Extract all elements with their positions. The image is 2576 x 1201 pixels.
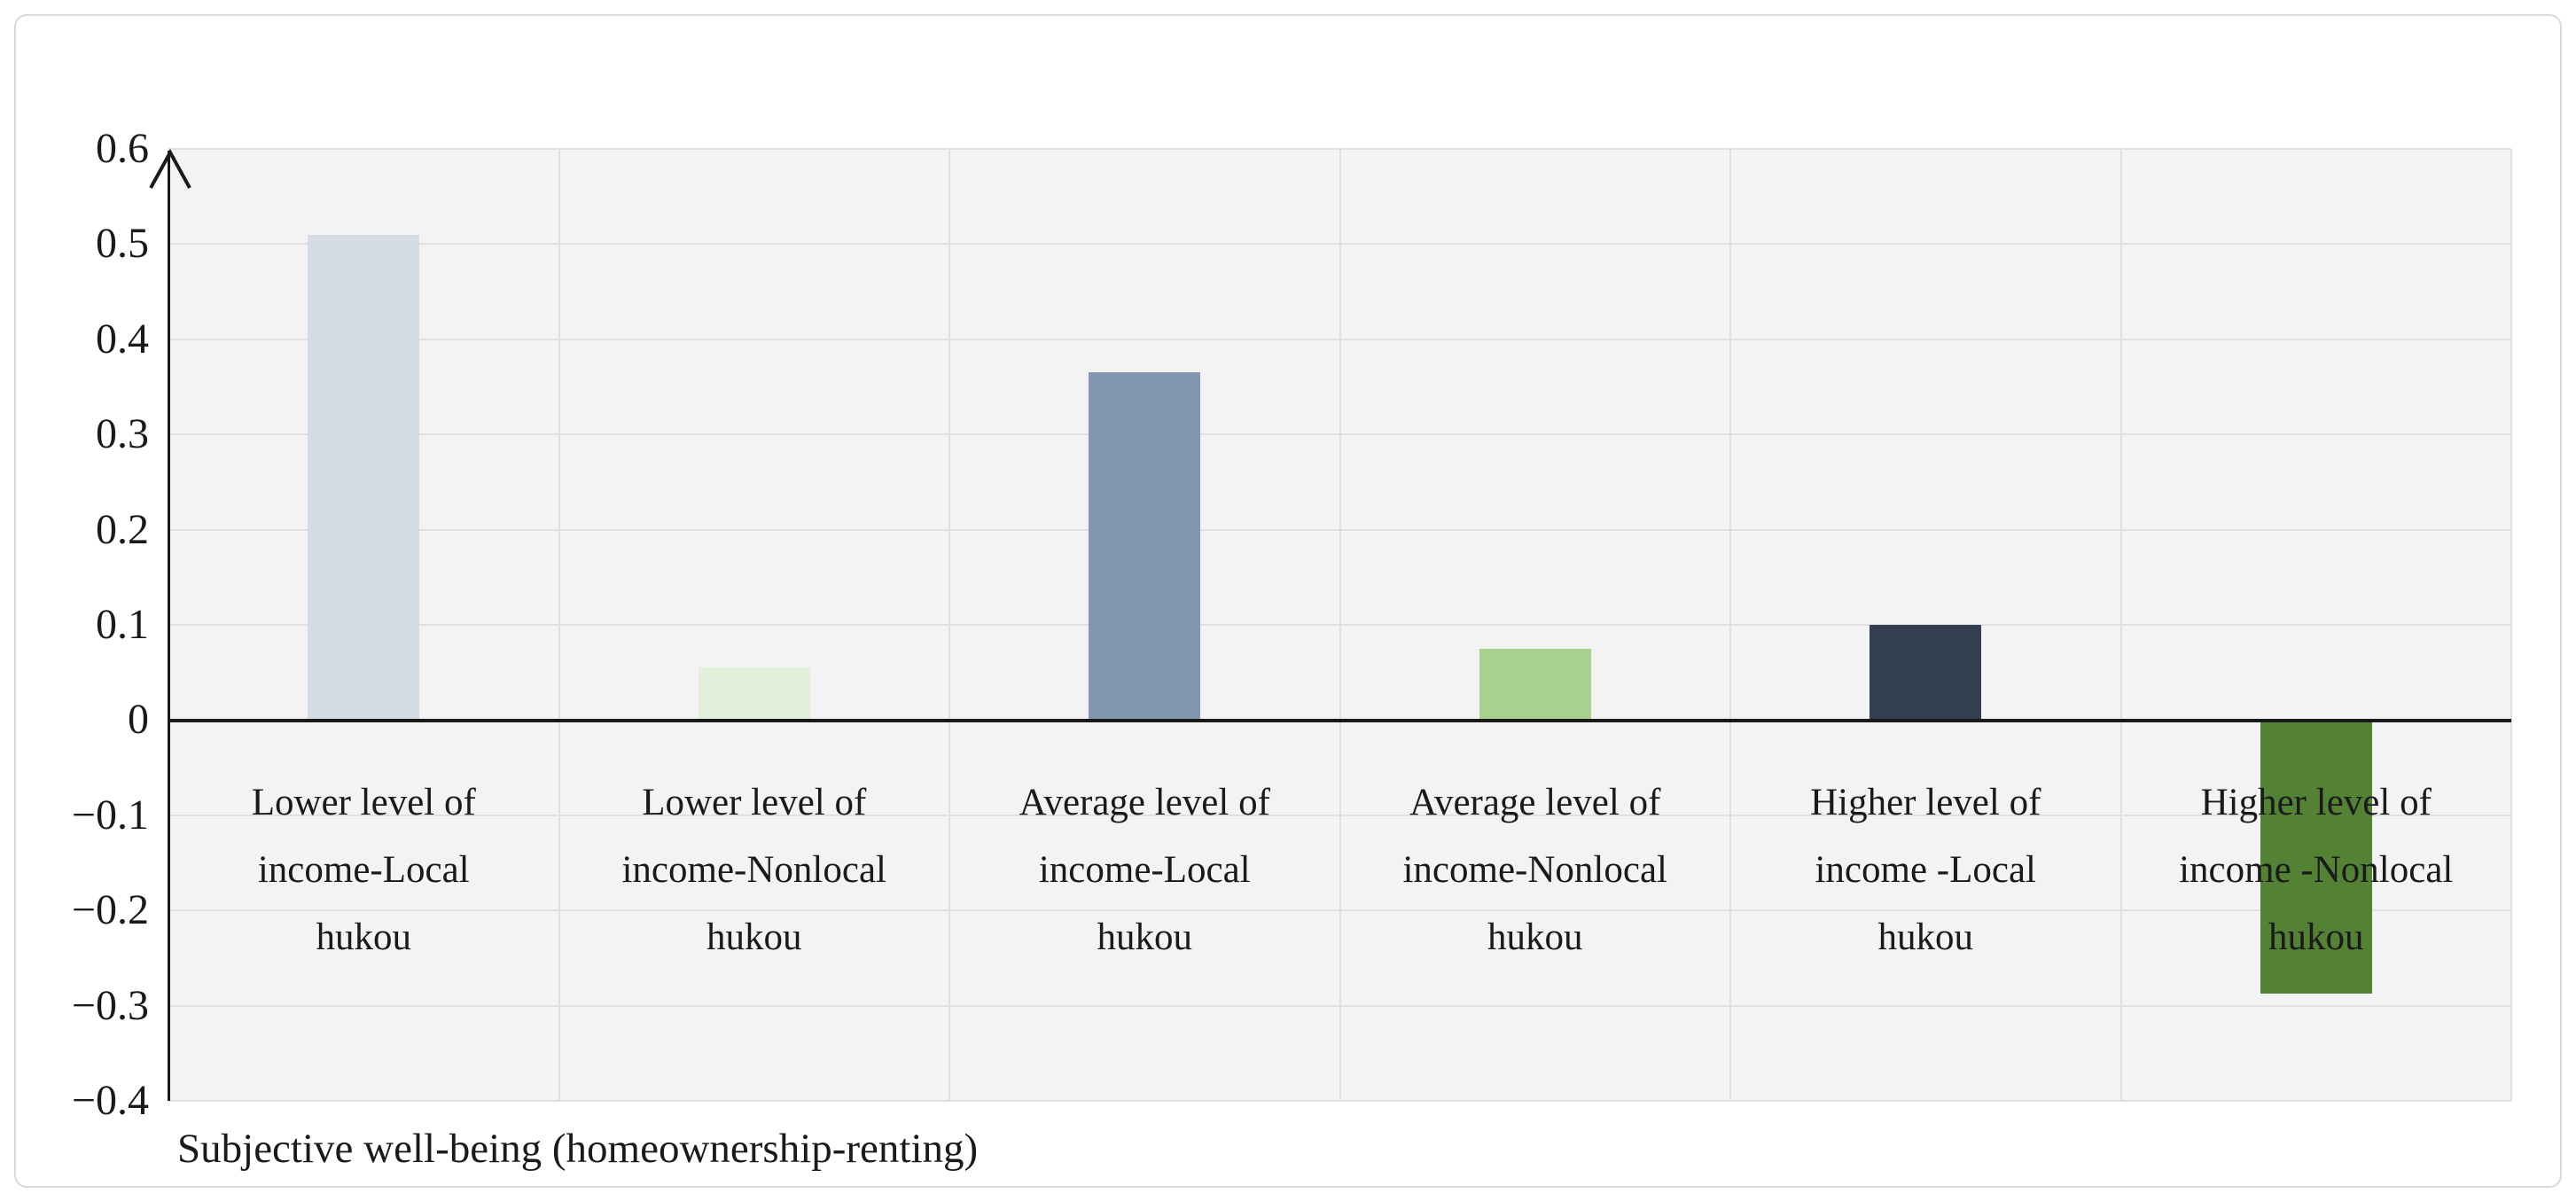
y-tick-label: 0 xyxy=(128,696,149,744)
y-tick-label: 0.1 xyxy=(96,601,149,648)
y-tick-label: −0.1 xyxy=(71,791,149,838)
category-label-line: Higher level of xyxy=(1810,782,2041,823)
category-label-line: Average level of xyxy=(1019,782,1270,823)
bar-4 xyxy=(1479,648,1591,721)
category-label-line: income-Nonlocal xyxy=(1402,849,1667,891)
category-label-line: income -Local xyxy=(1815,849,2037,891)
y-tick-label: −0.4 xyxy=(71,1077,149,1124)
gridline-vertical xyxy=(2510,149,2512,1101)
gridline-vertical xyxy=(1339,149,1341,1101)
category-label-line: hukou xyxy=(1097,916,1193,958)
category-label-line: Higher level of xyxy=(2200,782,2432,823)
y-tick-label: −0.3 xyxy=(71,981,149,1029)
category-label-line: income-Local xyxy=(1038,849,1251,891)
category-label-5: Higher level of income -Local hukou xyxy=(1730,769,2120,971)
gridline-vertical xyxy=(1729,149,1731,1101)
y-axis-arrow-icon xyxy=(149,148,191,189)
category-label-line: hukou xyxy=(316,916,412,958)
y-axis-line xyxy=(168,151,170,1101)
bar-3 xyxy=(1089,372,1201,721)
x-axis-zero-line xyxy=(168,719,2511,722)
bar-1 xyxy=(308,234,420,721)
y-tick-label: 0.4 xyxy=(96,315,149,363)
category-label-3: Average level of income-Local hukou xyxy=(949,769,1339,971)
category-label-line: hukou xyxy=(706,916,802,958)
category-label-line: hukou xyxy=(1877,916,1974,958)
y-tick-label: 0.3 xyxy=(96,410,149,458)
category-label-line: income-Local xyxy=(257,849,470,891)
y-tick-label: 0.5 xyxy=(96,220,149,268)
bar-6 xyxy=(2260,722,2372,994)
bar-2 xyxy=(698,667,810,721)
gridline-horizontal xyxy=(168,1100,2511,1102)
category-label-line: Lower level of xyxy=(251,782,476,823)
category-label-4: Average level of income-Nonlocal hukou xyxy=(1340,769,1730,971)
y-tick-label: 0.2 xyxy=(96,505,149,553)
category-label-line: Average level of xyxy=(1409,782,1661,823)
category-label-line: income -Nonlocal xyxy=(2179,849,2454,891)
category-label-1: Lower level of income-Local hukou xyxy=(168,769,558,971)
gridline-vertical xyxy=(948,149,950,1101)
x-axis-title: Subjective well-being (homeownership-ren… xyxy=(177,1126,979,1172)
y-tick-label: 0.6 xyxy=(96,125,149,172)
category-label-line: hukou xyxy=(1487,916,1583,958)
bar-5 xyxy=(1870,625,1982,721)
category-label-line: Lower level of xyxy=(642,782,867,823)
chart-figure: 0.6 0.5 0.4 0.3 0.2 0.1 0 −0.1 −0.2 −0.3 −0.4 Lowe… xyxy=(14,14,2562,1188)
gridline-vertical xyxy=(2119,149,2122,1101)
category-label-line: hukou xyxy=(2268,916,2364,958)
gridline-vertical xyxy=(558,149,560,1101)
y-tick-label: −0.2 xyxy=(71,886,149,934)
category-label-2: Lower level of income-Nonlocal hukou xyxy=(559,769,949,971)
category-label-line: income-Nonlocal xyxy=(621,849,886,891)
category-label-6: Higher level of income -Nonlocal hukou xyxy=(2121,769,2511,971)
